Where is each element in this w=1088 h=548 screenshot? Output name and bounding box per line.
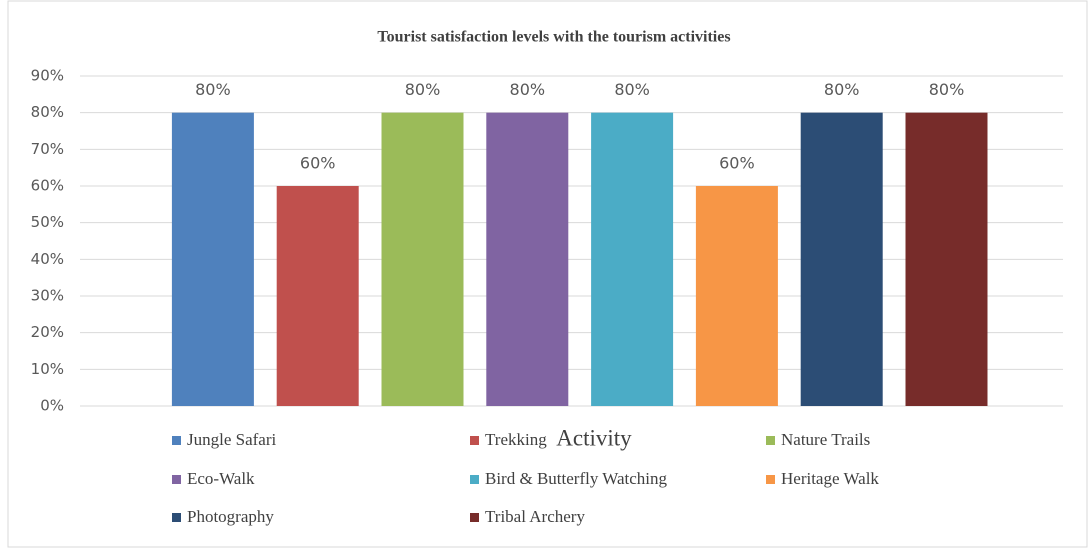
legend-label: Jungle Safari [187, 430, 277, 449]
bar [905, 112, 988, 407]
legend-swatch [470, 436, 479, 445]
data-label: 80% [614, 80, 650, 99]
data-label: 80% [510, 80, 546, 99]
data-label: 60% [719, 154, 755, 173]
data-label: 80% [824, 80, 860, 99]
y-tick-label: 70% [31, 140, 64, 158]
data-label: 60% [300, 154, 336, 173]
legend-label: Trekking [485, 430, 547, 449]
bar [800, 112, 883, 407]
legend-swatch [172, 436, 181, 445]
y-tick-label: 20% [31, 323, 64, 341]
legend-swatch [766, 475, 775, 484]
legend-label: Nature Trails [781, 430, 870, 449]
data-label: 80% [405, 80, 441, 99]
bar [591, 112, 674, 407]
data-label: 80% [929, 80, 965, 99]
bar [695, 186, 778, 406]
legend-swatch [766, 436, 775, 445]
bar [486, 112, 569, 407]
x-axis-label: Activity [556, 425, 632, 450]
legend-swatch [172, 513, 181, 522]
y-tick-label: 40% [31, 250, 64, 268]
data-label: 80% [195, 80, 231, 99]
legend-swatch [172, 475, 181, 484]
y-tick-label: 0% [40, 397, 64, 415]
bar [276, 186, 359, 406]
bar [381, 112, 464, 407]
y-tick-label: 50% [31, 213, 64, 231]
legend-label: Heritage Walk [781, 469, 879, 488]
y-tick-label: 90% [31, 67, 64, 85]
legend-swatch [470, 513, 479, 522]
y-tick-label: 30% [31, 287, 64, 305]
legend-label: Bird & Butterfly Watching [485, 469, 667, 488]
legend-label: Tribal Archery [485, 507, 585, 526]
bar [171, 112, 254, 407]
y-tick-label: 60% [31, 177, 64, 195]
legend-swatch [470, 475, 479, 484]
y-tick-label: 80% [31, 103, 64, 121]
y-tick-label: 10% [31, 360, 64, 378]
legend-label: Photography [187, 507, 274, 526]
chart-title: Tourist satisfaction levels with the tou… [377, 29, 730, 46]
legend-label: Eco-Walk [187, 469, 255, 488]
